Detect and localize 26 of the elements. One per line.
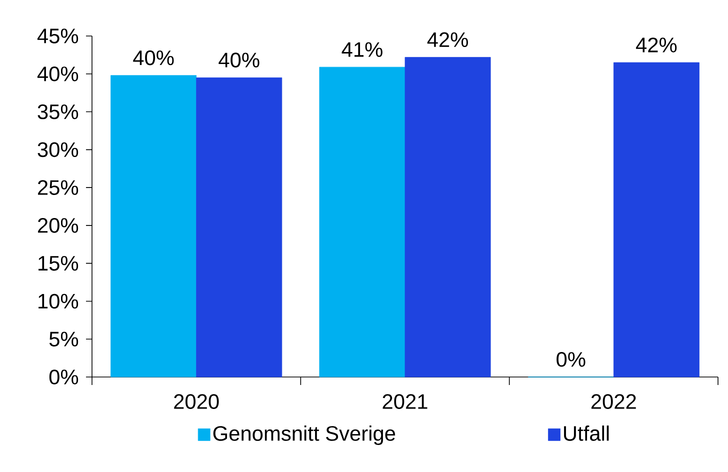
y-tick-label: 30%	[38, 142, 78, 158]
legend-label: Utfall	[564, 426, 609, 441]
y-tick-label: 0%	[49, 370, 78, 384]
y-tick-label: 35%	[38, 104, 78, 120]
y-tick-label: 20%	[38, 218, 78, 233]
data-label: 40%	[218, 52, 260, 68]
x-tick-label: 2022	[591, 394, 636, 409]
x-tick-label: 2020	[174, 394, 219, 409]
bar	[404, 57, 491, 378]
y-tick-label: 5%	[49, 332, 78, 346]
y-tick-label: 40%	[37, 66, 78, 82]
y-tick-label: 15%	[38, 256, 78, 271]
data-label: 0%	[556, 352, 586, 367]
data-label: 41%	[342, 42, 382, 57]
y-tick-label: 25%	[38, 180, 78, 195]
data-label: 40%	[133, 50, 174, 66]
x-tick-label: 2021	[382, 394, 428, 409]
legend-label: Genomsnitt Sverige	[213, 426, 396, 446]
bar	[110, 75, 197, 378]
bar	[613, 62, 700, 378]
y-tick-label: 10%	[38, 294, 78, 309]
bar	[319, 66, 406, 378]
y-tick-label: 45%	[37, 28, 78, 44]
data-label: 42%	[427, 32, 468, 48]
bar	[196, 77, 282, 378]
data-label: 42%	[636, 38, 677, 52]
